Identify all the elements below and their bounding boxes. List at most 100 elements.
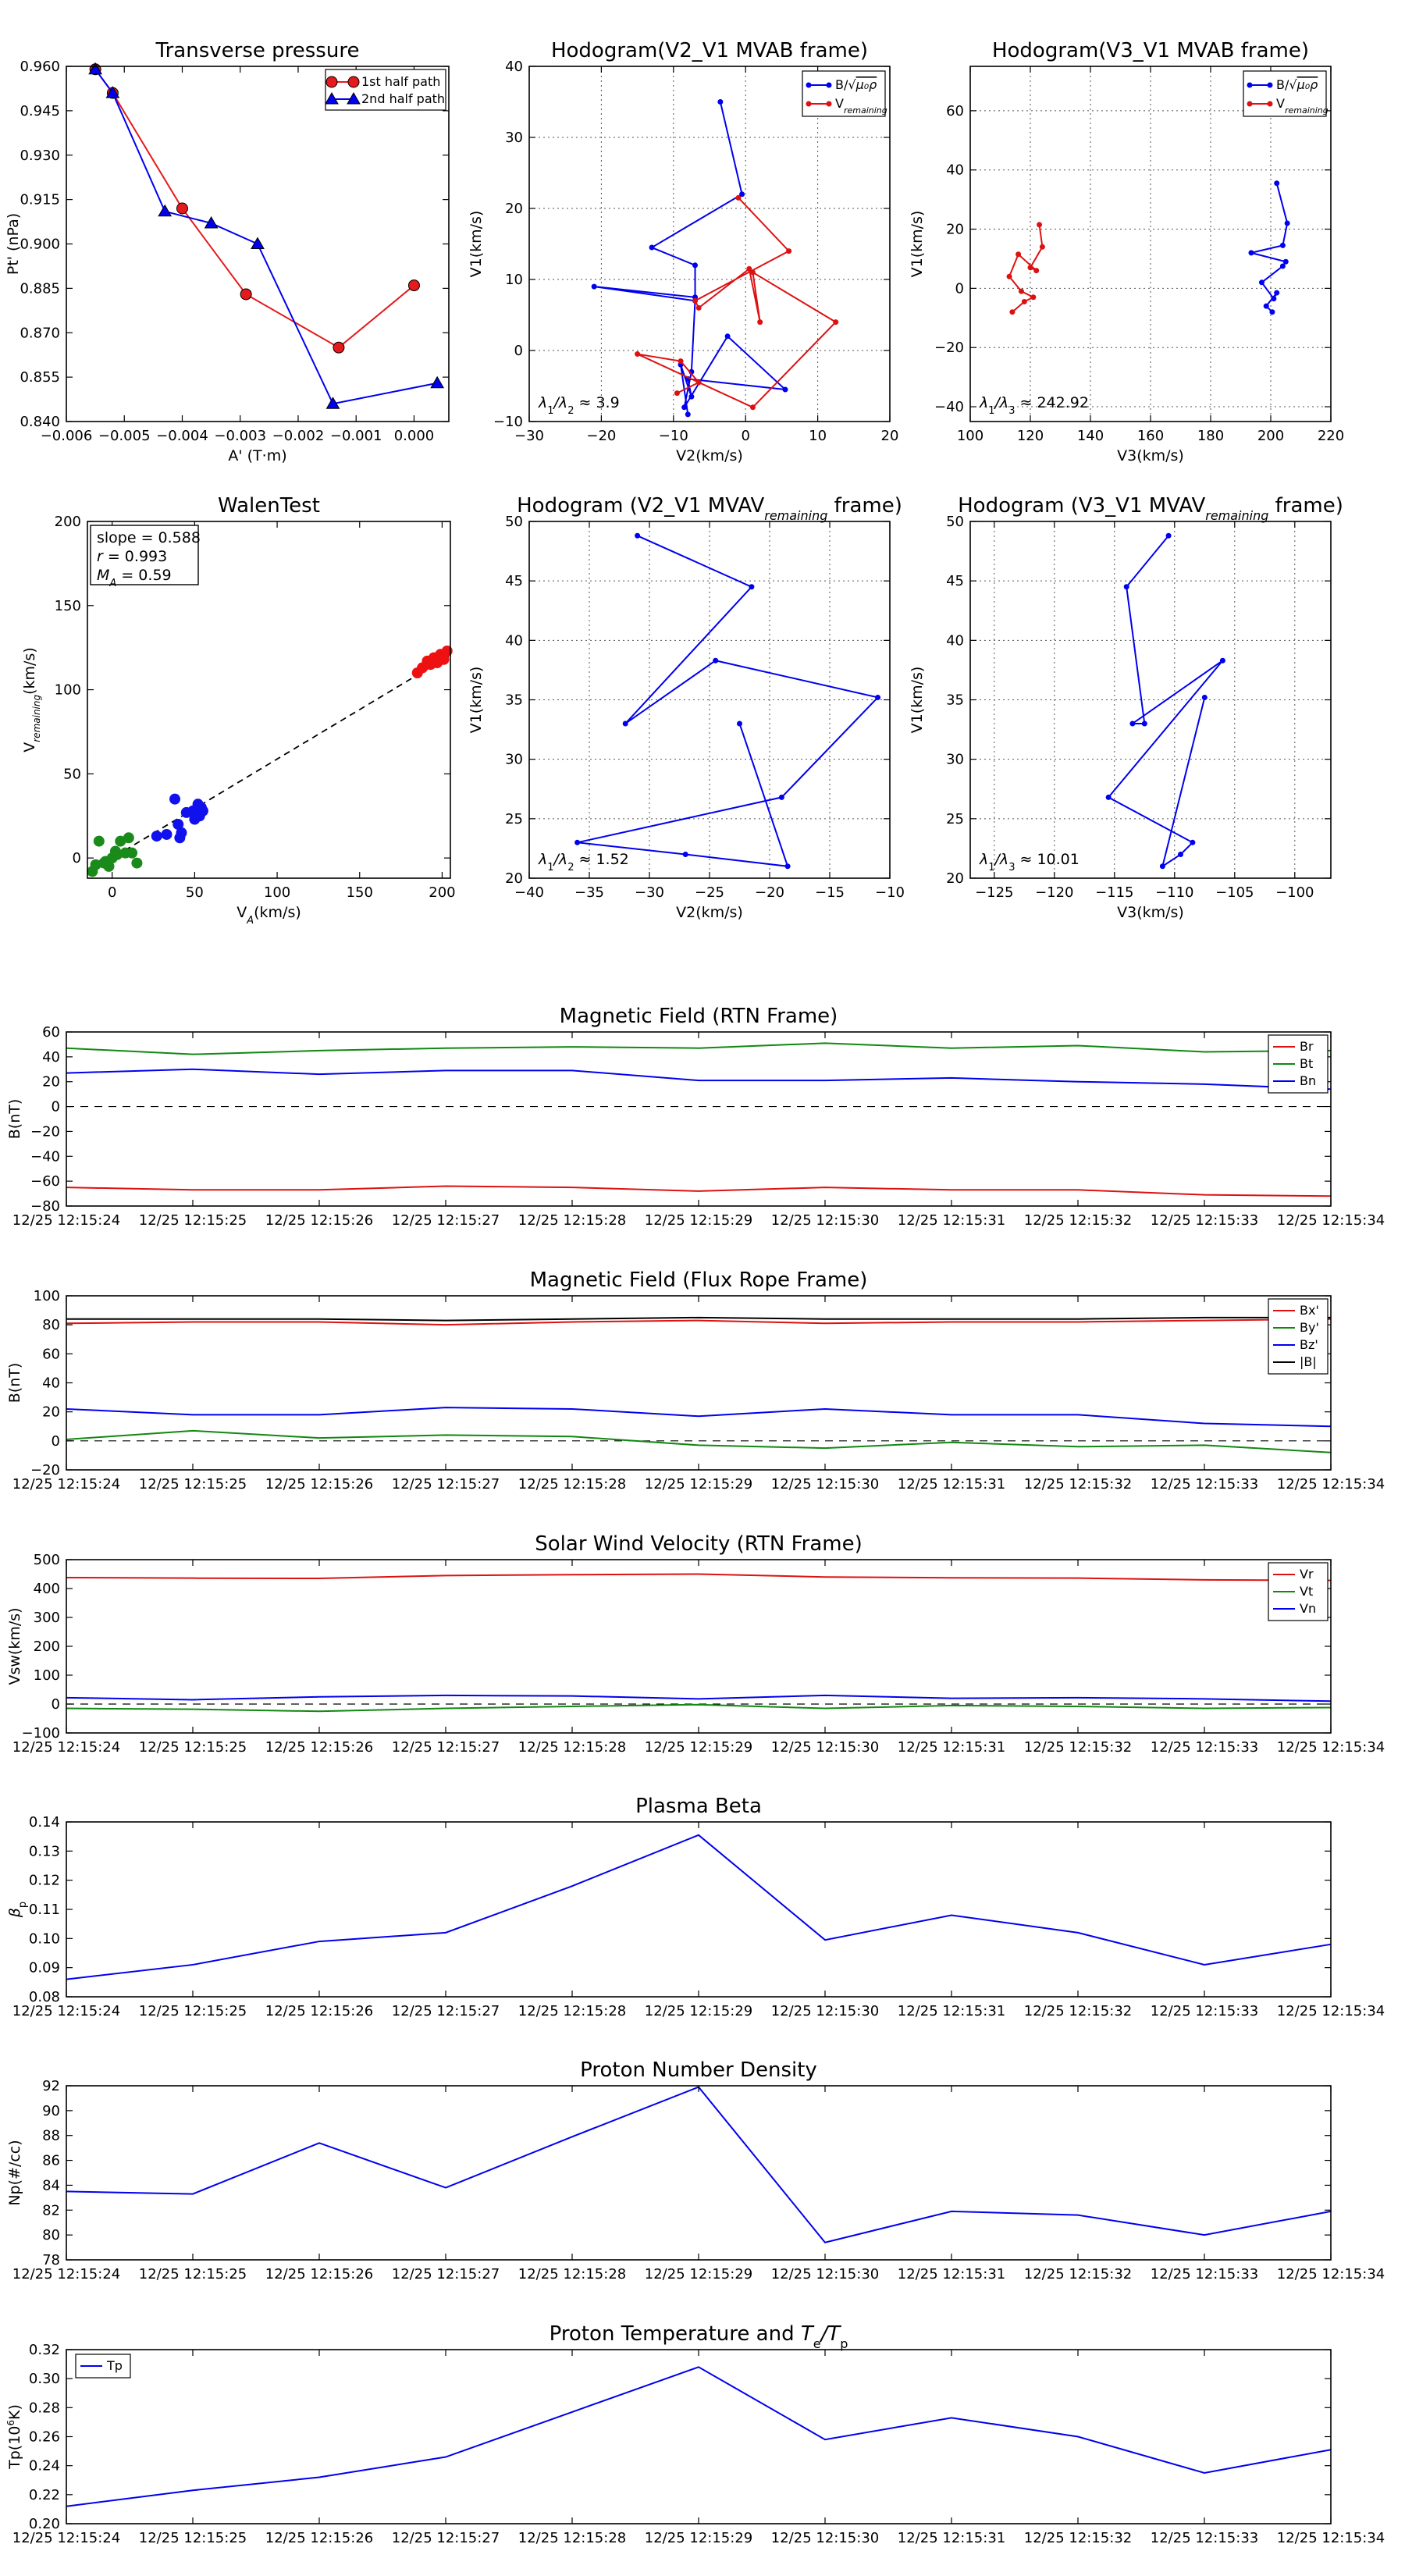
x-tick-label: 12/25 12:15:27 bbox=[392, 2266, 500, 2282]
data-point bbox=[173, 819, 184, 831]
y-tick-label: −80 bbox=[30, 1198, 60, 1215]
y-axis-label: Np(#/cc) bbox=[6, 2140, 23, 2205]
data-point bbox=[115, 835, 126, 847]
data-point bbox=[1039, 244, 1045, 250]
x-tick-label: 160 bbox=[1137, 428, 1164, 444]
data-point bbox=[325, 397, 340, 409]
data-point bbox=[695, 304, 702, 311]
x-tick-label: −0.006 bbox=[41, 428, 93, 444]
x-tick-label: −0.003 bbox=[214, 428, 266, 444]
x-tick-label: 150 bbox=[347, 884, 373, 901]
y-tick-label: 500 bbox=[34, 1552, 60, 1568]
x-tick-label: 12/25 12:15:26 bbox=[265, 1476, 373, 1493]
data-point bbox=[806, 82, 812, 88]
y-tick-label: 200 bbox=[55, 514, 81, 530]
x-tick-label: −35 bbox=[574, 884, 604, 901]
legend-label: Vn bbox=[1300, 1601, 1316, 1616]
chart-title: Hodogram (V3_V1 MVAVremaining frame) bbox=[958, 494, 1343, 523]
x-tick-label: −20 bbox=[586, 428, 616, 444]
y-tick-label: 10 bbox=[505, 272, 523, 288]
x-tick-label: −105 bbox=[1215, 884, 1254, 901]
data-point bbox=[1267, 82, 1273, 88]
plot-frame bbox=[969, 521, 1332, 879]
data-point bbox=[1006, 273, 1012, 279]
series-line bbox=[66, 2366, 1332, 2507]
y-axis-label: Vremaining(km/s) bbox=[21, 647, 42, 753]
eigen-ratio-annotation: λ1/λ3 ≈ 10.01 bbox=[979, 851, 1080, 873]
x-tick-label: 12/25 12:15:28 bbox=[518, 1212, 626, 1229]
y-tick-label: 45 bbox=[946, 573, 964, 589]
x-tick-label: 12/25 12:15:32 bbox=[1024, 1212, 1132, 1229]
x-tick-label: 12/25 12:15:34 bbox=[1277, 1739, 1385, 1756]
x-tick-label: 100 bbox=[264, 884, 290, 901]
x-tick-label: −0.001 bbox=[330, 428, 382, 444]
data-point bbox=[1021, 298, 1027, 304]
x-tick-label: 12/25 12:15:34 bbox=[1277, 1212, 1385, 1229]
chart-tp: 12/25 12:15:24 12/25 12:15:25 12/25 12:15:… bbox=[5, 2322, 1385, 2546]
chart-vsw: 12/25 12:15:24 12/25 12:15:25 12/25 12:15:… bbox=[6, 1532, 1385, 1756]
data-point bbox=[649, 244, 655, 251]
legend-box bbox=[802, 70, 886, 117]
series-line bbox=[66, 1694, 1332, 1703]
x-tick-label: 0 bbox=[108, 884, 116, 901]
y-tick-label: 78 bbox=[42, 2252, 60, 2268]
data-point bbox=[131, 857, 143, 869]
x-tick-label: −40 bbox=[514, 884, 544, 901]
chart-h3: −40 −35 −30 −25 −20 −15 −10 20 25 30 35 40 45 50 λ1/λ2… bbox=[468, 494, 905, 921]
data-point bbox=[1027, 265, 1033, 271]
legend-label: Bn bbox=[1300, 1073, 1316, 1088]
data-point bbox=[1247, 101, 1253, 107]
x-tick-label: −20 bbox=[755, 884, 784, 901]
x-tick-label: 12/25 12:15:26 bbox=[265, 2530, 373, 2546]
data-point bbox=[591, 283, 597, 290]
data-point bbox=[1279, 242, 1286, 248]
y-tick-label: 150 bbox=[55, 598, 81, 614]
y-tick-label: 40 bbox=[505, 59, 523, 75]
data-point bbox=[622, 720, 628, 727]
y-tick-label: 80 bbox=[42, 1317, 60, 1333]
x-axis-label: V3(km/s) bbox=[1117, 904, 1184, 921]
y-tick-label: 0 bbox=[52, 1433, 60, 1450]
x-tick-label: 12/25 12:15:25 bbox=[139, 2003, 247, 2019]
data-point bbox=[746, 265, 752, 272]
x-tick-label: 12/25 12:15:29 bbox=[645, 1476, 752, 1493]
y-tick-label: 88 bbox=[42, 2128, 60, 2144]
x-tick-label: 12/25 12:15:29 bbox=[645, 1739, 752, 1756]
x-tick-label: 12/25 12:15:29 bbox=[645, 1212, 752, 1229]
y-tick-label: 82 bbox=[42, 2202, 60, 2218]
x-tick-label: 12/25 12:15:33 bbox=[1151, 2266, 1258, 2282]
data-point bbox=[1258, 279, 1264, 286]
y-tick-label: 400 bbox=[34, 1581, 60, 1597]
x-tick-label: 20 bbox=[881, 428, 899, 444]
x-tick-label: 12/25 12:15:30 bbox=[771, 1476, 879, 1493]
x-tick-label: 12/25 12:15:30 bbox=[771, 2530, 879, 2546]
x-tick-label: 12/25 12:15:33 bbox=[1151, 2003, 1258, 2019]
data-point bbox=[749, 584, 755, 590]
y-tick-label: 45 bbox=[505, 573, 523, 589]
data-point bbox=[1129, 720, 1136, 727]
x-tick-label: 12/25 12:15:24 bbox=[12, 1212, 120, 1229]
y-tick-label: 0.930 bbox=[20, 148, 60, 164]
x-tick-label: 12/25 12:15:29 bbox=[645, 2266, 752, 2282]
y-tick-label: 50 bbox=[63, 766, 81, 782]
legend-label: Bz' bbox=[1300, 1337, 1318, 1352]
series-line bbox=[66, 1834, 1332, 1980]
y-tick-label: 300 bbox=[34, 1610, 60, 1626]
x-tick-label: 12/25 12:15:33 bbox=[1151, 1212, 1258, 1229]
y-tick-label: 0.32 bbox=[29, 2342, 60, 2358]
data-point bbox=[826, 82, 832, 88]
y-tick-label: 86 bbox=[42, 2153, 60, 2169]
data-point bbox=[833, 319, 839, 326]
chart-title: Proton Temperature and Te/Tp bbox=[550, 2322, 848, 2351]
y-tick-label: 35 bbox=[946, 692, 964, 709]
data-point bbox=[688, 393, 695, 400]
x-tick-label: 12/25 12:15:27 bbox=[392, 2003, 500, 2019]
y-tick-label: 60 bbox=[42, 1024, 60, 1041]
chart-beta: 12/25 12:15:24 12/25 12:15:25 12/25 12:15:… bbox=[6, 1795, 1385, 2019]
y-tick-label: 0.28 bbox=[29, 2400, 60, 2416]
x-tick-label: −115 bbox=[1095, 884, 1133, 901]
data-point bbox=[749, 404, 756, 411]
data-point bbox=[1009, 309, 1016, 315]
y-tick-label: 20 bbox=[505, 201, 523, 217]
legend-label: Br bbox=[1300, 1039, 1314, 1054]
